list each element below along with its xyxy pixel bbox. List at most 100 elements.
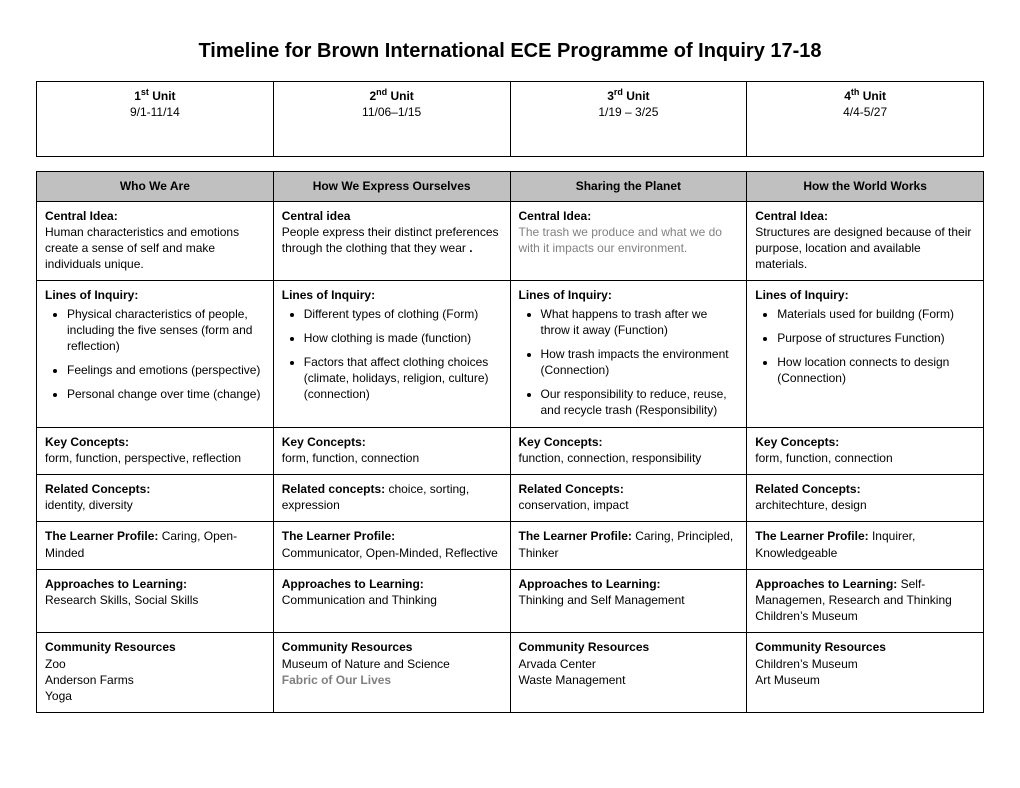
loi-3: Lines of Inquiry: What happens to trash …: [510, 281, 747, 427]
resources-1: Community Resources Zoo Anderson Farms Y…: [37, 633, 274, 713]
resources-4-line-0: Children’s Museum: [755, 656, 975, 672]
content-table: Who We Are How We Express Ourselves Shar…: [36, 171, 984, 713]
learner-profile-2: The Learner Profile: Communicator, Open-…: [273, 522, 510, 569]
central-idea-1: Central Idea: Human characteristics and …: [37, 201, 274, 281]
theme-3: Sharing the Planet: [510, 172, 747, 201]
central-idea-3-text: The trash we produce and what we do with…: [519, 225, 722, 255]
units-table: 1st Unit 9/1-11/14 2nd Unit 11/06–1/15 3…: [36, 81, 984, 157]
resources-2-list: Museum of Nature and Science Fabric of O…: [282, 656, 502, 688]
resources-2-label: Community Resources: [282, 640, 413, 654]
loi-4: Lines of Inquiry: Materials used for bui…: [747, 281, 984, 427]
key-concepts-4-label: Key Concepts:: [755, 435, 839, 449]
related-concepts-row: Related Concepts: identity, diversity Re…: [37, 475, 984, 522]
learner-profile-4: The Learner Profile: Inquirer, Knowledge…: [747, 522, 984, 569]
key-concepts-3: Key Concepts: function, connection, resp…: [510, 427, 747, 474]
unit-header-row: 1st Unit 9/1-11/14 2nd Unit 11/06–1/15 3…: [37, 82, 984, 157]
resources-3-line-1: Waste Management: [519, 672, 739, 688]
related-concepts-1-text: identity, diversity: [45, 498, 133, 512]
related-concepts-2-label: Related concepts:: [282, 482, 385, 496]
resources-4: Community Resources Children’s Museum Ar…: [747, 633, 984, 713]
resources-2-line-0: Museum of Nature and Science: [282, 656, 502, 672]
learner-profile-3-label: The Learner Profile:: [519, 529, 632, 543]
related-concepts-4: Related Concepts: architechture, design: [747, 475, 984, 522]
related-concepts-3-text: conservation, impact: [519, 498, 629, 512]
key-concepts-2: Key Concepts: form, function, connection: [273, 427, 510, 474]
loi-3-item-1: How trash impacts the environment (Conne…: [541, 346, 739, 378]
resources-1-line-0: Zoo: [45, 656, 265, 672]
loi-3-label: Lines of Inquiry:: [519, 288, 612, 302]
approaches-2-label: Approaches to Learning:: [282, 577, 424, 591]
loi-2-item-2: Factors that affect clothing choices (cl…: [304, 354, 502, 403]
loi-2-label: Lines of Inquiry:: [282, 288, 375, 302]
resources-4-label: Community Resources: [755, 640, 886, 654]
theme-4: How the World Works: [747, 172, 984, 201]
resources-1-list: Zoo Anderson Farms Yoga: [45, 656, 265, 705]
central-idea-3-label: Central Idea:: [519, 209, 592, 223]
unit-3-ordinal: 3rd Unit: [517, 86, 741, 104]
loi-1-label: Lines of Inquiry:: [45, 288, 138, 302]
approaches-1-label: Approaches to Learning:: [45, 577, 187, 591]
theme-1: Who We Are: [37, 172, 274, 201]
resources-3: Community Resources Arvada Center Waste …: [510, 633, 747, 713]
resources-4-line-1: Art Museum: [755, 672, 975, 688]
central-idea-4: Central Idea: Structures are designed be…: [747, 201, 984, 281]
central-idea-2: Central idea People express their distin…: [273, 201, 510, 281]
learner-profile-4-label: The Learner Profile:: [755, 529, 868, 543]
resources-4-list: Children’s Museum Art Museum: [755, 656, 975, 688]
approaches-3-label: Approaches to Learning:: [519, 577, 661, 591]
related-concepts-3: Related Concepts: conservation, impact: [510, 475, 747, 522]
loi-4-label: Lines of Inquiry:: [755, 288, 848, 302]
unit-3-header: 3rd Unit 1/19 – 3/25: [510, 82, 747, 157]
key-concepts-2-text: form, function, connection: [282, 451, 419, 465]
approaches-1-text: Research Skills, Social Skills: [45, 593, 198, 607]
approaches-row: Approaches to Learning: Research Skills,…: [37, 569, 984, 633]
resources-3-label: Community Resources: [519, 640, 650, 654]
approaches-1: Approaches to Learning: Research Skills,…: [37, 569, 274, 633]
learner-profile-2-text: Communicator, Open-Minded, Reflective: [282, 546, 498, 560]
learner-profile-2-label: The Learner Profile:: [282, 529, 395, 543]
learner-profile-row: The Learner Profile: Caring, Open-Minded…: [37, 522, 984, 569]
approaches-2: Approaches to Learning: Communication an…: [273, 569, 510, 633]
unit-2-ordinal: 2nd Unit: [280, 86, 504, 104]
unit-4-header: 4th Unit 4/4-5/27: [747, 82, 984, 157]
related-concepts-1: Related Concepts: identity, diversity: [37, 475, 274, 522]
approaches-4-label: Approaches to Learning:: [755, 577, 897, 591]
loi-2: Lines of Inquiry: Different types of clo…: [273, 281, 510, 427]
loi-1-item-2: Personal change over time (change): [67, 386, 265, 402]
related-concepts-4-text: architechture, design: [755, 498, 866, 512]
key-concepts-2-label: Key Concepts:: [282, 435, 366, 449]
loi-2-item-0: Different types of clothing (Form): [304, 306, 502, 322]
approaches-4: Approaches to Learning: Self-Managemen, …: [747, 569, 984, 633]
unit-2-header: 2nd Unit 11/06–1/15: [273, 82, 510, 157]
approaches-3-text: Thinking and Self Management: [519, 593, 685, 607]
central-idea-1-text: Human characteristics and emotions creat…: [45, 225, 239, 271]
table-gap: [36, 157, 984, 171]
loi-3-item-2: Our responsibility to reduce, reuse, and…: [541, 386, 739, 418]
theme-2: How We Express Ourselves: [273, 172, 510, 201]
approaches-3: Approaches to Learning: Thinking and Sel…: [510, 569, 747, 633]
key-concepts-3-text: function, connection, responsibility: [519, 451, 702, 465]
central-idea-3: Central Idea: The trash we produce and w…: [510, 201, 747, 281]
loi-1-item-1: Feelings and emotions (perspective): [67, 362, 265, 378]
central-idea-2-period: .: [466, 241, 473, 255]
key-concepts-row: Key Concepts: form, function, perspectiv…: [37, 427, 984, 474]
loi-2-item-1: How clothing is made (function): [304, 330, 502, 346]
theme-header-row: Who We Are How We Express Ourselves Shar…: [37, 172, 984, 201]
central-idea-row: Central Idea: Human characteristics and …: [37, 201, 984, 281]
key-concepts-3-label: Key Concepts:: [519, 435, 603, 449]
approaches-4-extra: Children’s Museum: [755, 609, 858, 623]
loi-4-item-2: How location connects to design (Connect…: [777, 354, 975, 386]
loi-1: Lines of Inquiry: Physical characteristi…: [37, 281, 274, 427]
unit-1-ordinal: 1st Unit: [43, 86, 267, 104]
unit-3-dates: 1/19 – 3/25: [517, 104, 741, 120]
page-title: Timeline for Brown International ECE Pro…: [36, 40, 984, 63]
learner-profile-1-label: The Learner Profile:: [45, 529, 158, 543]
central-idea-1-label: Central Idea:: [45, 209, 118, 223]
related-concepts-2: Related concepts: choice, sorting, expre…: [273, 475, 510, 522]
loi-4-item-0: Materials used for buildng (Form): [777, 306, 975, 322]
unit-2-dates: 11/06–1/15: [280, 104, 504, 120]
loi-1-list: Physical characteristics of people, incl…: [45, 306, 265, 403]
unit-1-dates: 9/1-11/14: [43, 104, 267, 120]
key-concepts-1: Key Concepts: form, function, perspectiv…: [37, 427, 274, 474]
central-idea-4-label: Central Idea:: [755, 209, 828, 223]
